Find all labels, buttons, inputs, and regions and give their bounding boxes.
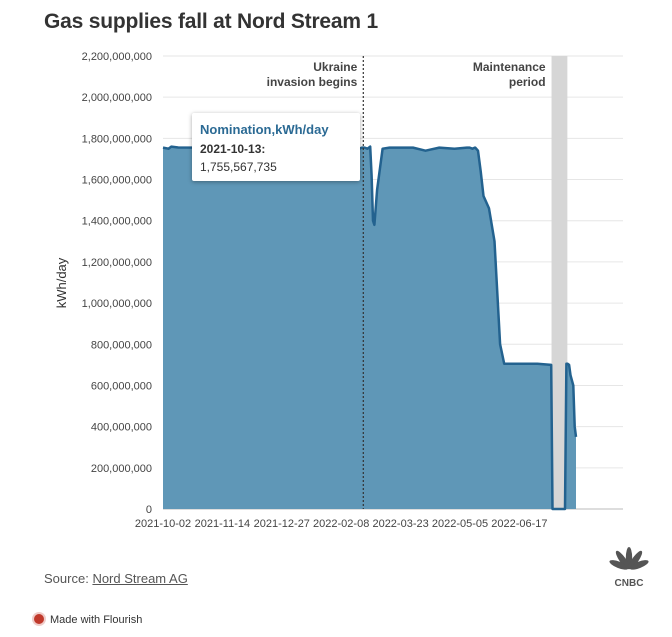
annotation-label: invasion begins bbox=[267, 75, 358, 89]
x-tick-label: 2022-06-17 bbox=[491, 518, 547, 530]
chart-title: Gas supplies fall at Nord Stream 1 bbox=[44, 10, 378, 33]
maintenance-band bbox=[551, 56, 568, 509]
x-tick-label: 2021-10-02 bbox=[135, 518, 191, 530]
y-tick-label: 0 bbox=[146, 504, 152, 516]
y-tick-label: 1,200,000,000 bbox=[82, 257, 152, 269]
y-tick-label: 200,000,000 bbox=[91, 463, 152, 475]
area-chart: 0 200,000,000 400,000,000 600,000,000 800,00… bbox=[54, 51, 623, 530]
y-tick-label: 800,000,000 bbox=[91, 339, 152, 351]
tooltip: Nomination,kWh/day 2021-10-13: 1,755,567… bbox=[192, 113, 360, 181]
y-axis-label: kWh/day bbox=[54, 257, 69, 308]
y-tick-label: 1,800,000,000 bbox=[82, 133, 152, 145]
tooltip-value: 1,755,567,735 bbox=[200, 160, 277, 174]
x-tick-label: 2021-12-27 bbox=[254, 518, 310, 530]
y-tick-label: 600,000,000 bbox=[91, 380, 152, 392]
y-tick-label: 1,000,000,000 bbox=[82, 298, 152, 310]
x-axis-ticks: 2021-10-02 2021-11-14 2021-12-27 2022-02-08… bbox=[135, 518, 548, 530]
x-tick-label: 2021-11-14 bbox=[195, 518, 250, 530]
series-layer bbox=[162, 145, 578, 511]
source-link[interactable]: Nord Stream AG bbox=[92, 571, 188, 586]
y-tick-label: 2,200,000,000 bbox=[82, 51, 152, 63]
y-tick-label: 400,000,000 bbox=[91, 422, 152, 434]
tooltip-date: 2021-10-13: bbox=[200, 142, 266, 156]
y-tick-label: 2,000,000,000 bbox=[82, 92, 152, 104]
series-area bbox=[163, 146, 576, 509]
y-tick-label: 1,400,000,000 bbox=[82, 216, 152, 228]
x-tick-label: 2022-02-08 bbox=[313, 518, 369, 530]
cnbc-peacock-logo: CNBC bbox=[609, 547, 649, 588]
annotation-label: period bbox=[509, 75, 546, 89]
source-line: Source: Nord Stream AG bbox=[44, 571, 188, 586]
x-tick-label: 2022-03-23 bbox=[372, 518, 428, 530]
svg-text:CNBC: CNBC bbox=[615, 578, 644, 588]
annotation-label: Maintenance bbox=[473, 60, 546, 74]
annotation-label: Ukraine bbox=[313, 60, 357, 74]
flourish-credit-label: Made with Flourish bbox=[50, 614, 143, 626]
flourish-icon bbox=[34, 614, 44, 624]
y-axis-ticks: 0 200,000,000 400,000,000 600,000,000 800,00… bbox=[82, 51, 152, 516]
maintenance-band-layer bbox=[551, 56, 568, 509]
tooltip-title: Nomination,kWh/day bbox=[200, 122, 329, 137]
y-tick-label: 1,600,000,000 bbox=[82, 175, 152, 187]
x-tick-label: 2022-05-05 bbox=[432, 518, 488, 530]
source-label: Source: bbox=[44, 571, 89, 586]
flourish-credit[interactable]: Made with Flourish bbox=[34, 614, 142, 626]
